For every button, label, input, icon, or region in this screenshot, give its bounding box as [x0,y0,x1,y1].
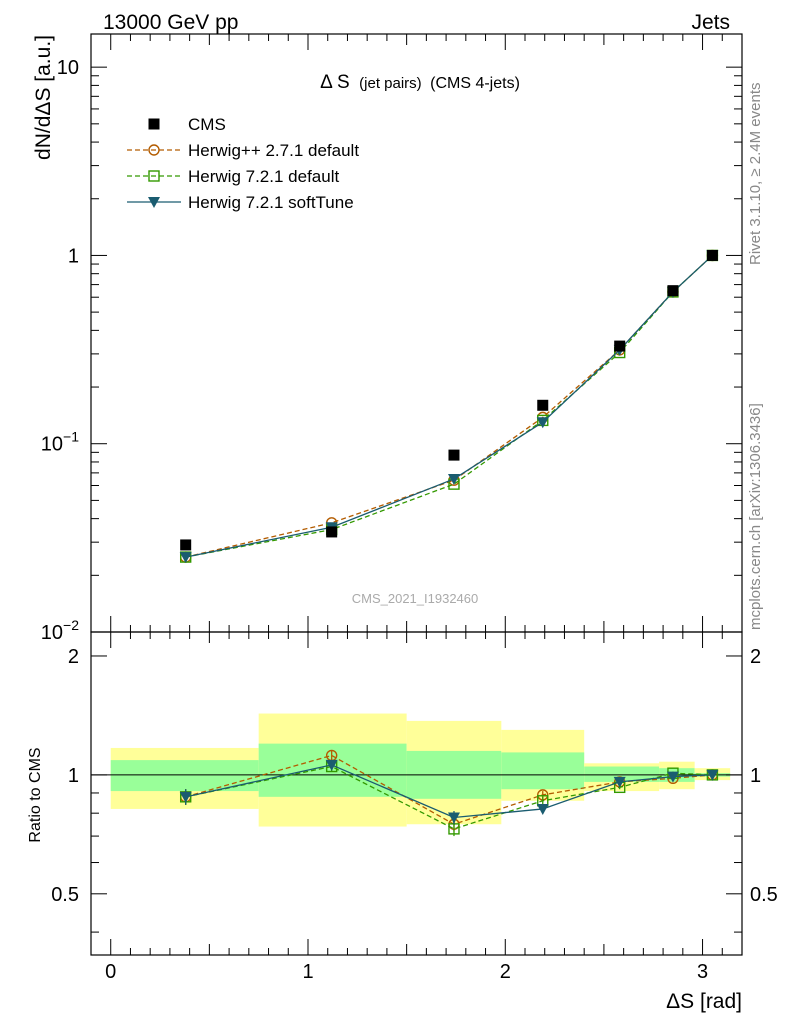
legend-item-data: CMS [148,115,226,134]
y-tick-label-ratio: 0.5 [51,884,79,906]
y-tick-label-base: 10 [41,434,63,456]
plot-title: Δ S (jet pairs) (CMS 4-jets) [320,72,520,93]
legend-item-2: Herwig 7.2.1 default [127,167,339,186]
series-line [185,254,713,558]
rivet-version-label: Rivet 3.1.10, ≥ 2.4M events [747,83,764,266]
y-tick-label-top: 10−1 [41,429,79,456]
y-tick-label-exponent: −2 [63,617,79,633]
process-label: Jets [691,11,730,34]
data-series [180,249,718,551]
series-point [536,417,549,429]
y-tick-label-ratio-right: 1 [750,765,761,787]
legend-label: Herwig 7.2.1 default [188,167,339,186]
series-3 [179,250,719,564]
ratio-point [325,759,338,771]
y-tick-label-ratio: 2 [68,646,79,668]
legend-item-1: Herwig++ 2.7.1 default [127,141,359,160]
band-inner [258,743,407,797]
y-tick-label-top: 1 [68,245,79,267]
x-axis-label: ΔS [rad] [666,990,742,1013]
title-small: (jet pairs) [359,75,422,92]
series-1 [179,249,719,563]
distribution-series [179,249,719,564]
title-tail: (CMS 4-jets) [430,75,520,92]
data-point [614,340,626,352]
data-point [180,539,192,551]
data-point [448,449,460,461]
ratio-point [447,812,460,824]
x-tick-label: 0 [105,961,116,983]
legend-marker [148,170,160,182]
data-point [326,526,338,538]
mcplots-label: mcplots.cern.ch [arXiv:1306.3436] [747,403,764,630]
legend: CMS Herwig++ 2.7.1 default Herwig 7.2.1 de… [127,115,359,212]
ratio-point [666,771,679,783]
y-axis-label-ratio: Ratio to CMS [27,747,44,842]
ratio-point [179,791,192,803]
series-point [447,473,460,485]
series-2 [179,249,719,563]
ratio-series-3 [179,759,719,825]
data-point [706,249,718,261]
legend-marker [148,197,160,208]
ratio-point [536,803,549,815]
y-axis-label-top: dN/dΔS [a.u.] [32,35,55,160]
x-tick-label: 2 [500,961,511,983]
series-line [185,254,713,558]
y-tick-label-ratio: 1 [68,765,79,787]
y-tick-label-base: 10 [57,57,79,79]
y-tick-label-top: 10−2 [41,617,79,644]
y-tick-label-ratio-right: 2 [750,646,761,668]
legend-label: Herwig++ 2.7.1 default [188,141,359,160]
ratio-point [613,776,626,788]
x-tick-label: 1 [302,961,313,983]
legend-item-3: Herwig 7.2.1 softTune [127,193,354,212]
band-inner [584,766,660,782]
ratio-series [179,749,719,837]
ratio-point [706,769,719,781]
series-point [179,552,192,564]
legend-data-label: CMS [188,115,226,134]
energy-label: 13000 GeV pp [103,11,238,34]
analysis-id-label: CMS_2021_I1932460 [352,591,479,606]
title-main: Δ S [320,72,350,93]
y-tick-label-base: 1 [68,245,79,267]
ratio-frame [90,631,743,956]
legend-data-marker [148,118,160,130]
band-inner [501,752,585,790]
series-line [185,254,713,558]
legend-label: Herwig 7.2.1 softTune [188,193,354,212]
y-tick-label-top: 10 [57,57,79,79]
data-point [537,399,549,411]
data-point [667,285,679,297]
x-tick-label: 3 [697,961,708,983]
y-tick-label-base: 10 [41,622,63,644]
y-tick-label-ratio-right: 0.5 [750,884,778,906]
y-tick-label-exponent: −1 [63,429,79,445]
legend-marker [148,144,160,156]
